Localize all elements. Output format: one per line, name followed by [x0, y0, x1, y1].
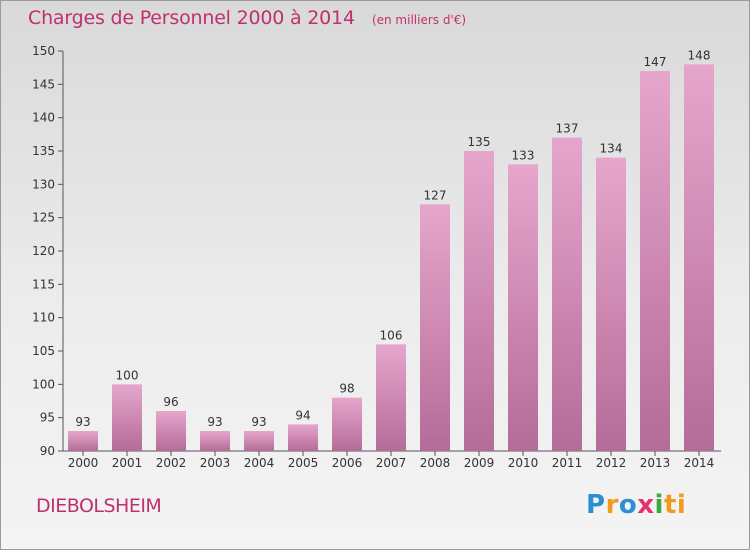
- y-axis: 90 95 100 105 110 115 120 125 130 135 140 145 150: [32, 44, 64, 458]
- value-label: 127: [424, 188, 447, 202]
- bar: [376, 344, 406, 451]
- value-label: 147: [644, 55, 667, 69]
- value-label: 100: [116, 368, 139, 382]
- y-tick-label: 100: [32, 377, 55, 391]
- bar: [68, 431, 98, 451]
- value-label: 133: [512, 148, 535, 162]
- commune-name: DIEBOLSHEIM: [36, 495, 162, 517]
- bar: [596, 157, 626, 451]
- bar: [112, 384, 142, 451]
- bar: [200, 431, 230, 451]
- y-tick-label: 140: [32, 111, 55, 125]
- bar: [332, 397, 362, 451]
- bar: [244, 431, 274, 451]
- value-label: 93: [251, 415, 266, 429]
- bar: [420, 204, 450, 451]
- x-tick-label: 2007: [376, 456, 407, 470]
- bar: [156, 411, 186, 451]
- value-label: 98: [339, 382, 354, 396]
- y-tick-label: 150: [32, 44, 55, 58]
- x-tick-label: 2000: [68, 456, 99, 470]
- x-tick-label: 2014: [684, 456, 715, 470]
- x-tick-label: 2004: [244, 456, 275, 470]
- y-tick-label: 105: [32, 344, 55, 358]
- y-tick-label: 135: [32, 144, 55, 158]
- y-tick-label: 120: [32, 244, 55, 258]
- bar: [288, 424, 318, 451]
- x-tick-label: 2001: [112, 456, 143, 470]
- x-tick-label: 2010: [508, 456, 539, 470]
- y-tick-label: 90: [40, 444, 55, 458]
- y-tick-label: 125: [32, 211, 55, 225]
- x-tick-label: 2002: [156, 456, 187, 470]
- x-tick-label: 2006: [332, 456, 363, 470]
- x-tick-label: 2012: [596, 456, 627, 470]
- x-tick-label: 2011: [552, 456, 583, 470]
- y-tick-label: 130: [32, 177, 55, 191]
- x-tick-label: 2005: [288, 456, 319, 470]
- x-tick-label: 2003: [200, 456, 231, 470]
- value-label: 96: [163, 395, 178, 409]
- value-label: 134: [600, 142, 623, 156]
- x-axis: 2000 2001 2002 2003 2004 2005 2006 2007 2008 2009…: [63, 450, 721, 470]
- value-label: 94: [295, 408, 310, 422]
- title-row: Charges de Personnel 2000 à 2014 (en mil…: [28, 7, 466, 29]
- bar: [508, 164, 538, 452]
- value-label: 93: [75, 415, 90, 429]
- proxiti-logo: Proxiti: [586, 490, 687, 520]
- x-tick-label: 2009: [464, 456, 495, 470]
- y-tick-label: 145: [32, 77, 55, 91]
- y-tick-label: 110: [32, 311, 55, 325]
- value-label: 93: [207, 415, 222, 429]
- bars: 93 100 96 93 93 94 98 106 127 135 133 137 134 147 148: [68, 48, 714, 452]
- value-label: 137: [556, 122, 579, 136]
- chart-title: Charges de Personnel 2000 à 2014: [28, 7, 355, 29]
- value-label: 148: [688, 48, 711, 62]
- bar: [684, 64, 714, 452]
- chart-subtitle: (en milliers d'€): [371, 13, 467, 27]
- bar: [552, 137, 582, 451]
- bar: [464, 151, 494, 451]
- y-tick-label: 115: [32, 277, 55, 291]
- x-tick-label: 2013: [640, 456, 671, 470]
- bar: [640, 71, 670, 451]
- x-tick-label: 2008: [420, 456, 451, 470]
- value-label: 135: [468, 135, 491, 149]
- value-label: 106: [380, 328, 403, 342]
- y-tick-label: 95: [40, 411, 55, 425]
